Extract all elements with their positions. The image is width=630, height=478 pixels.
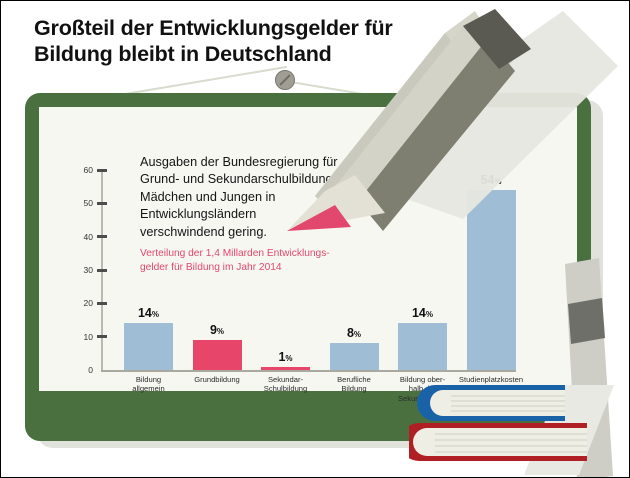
bars-layer: 14% 9% 1% 8% 14% 54% bbox=[39, 107, 577, 370]
hanger-string-left bbox=[125, 65, 288, 95]
bar-value-label: 14% bbox=[411, 306, 434, 321]
y-tick-mark bbox=[97, 268, 107, 272]
bar-group: 14% bbox=[124, 170, 173, 370]
bar-value-label: 1% bbox=[278, 349, 293, 364]
bar bbox=[261, 366, 310, 370]
bar bbox=[398, 323, 447, 370]
y-tick-label: 10 bbox=[83, 331, 93, 342]
page-title: Großteil der Entwicklungsgelder für Bild… bbox=[34, 16, 393, 66]
y-tick-label: 30 bbox=[83, 265, 93, 275]
y-tick-label: 60 bbox=[83, 165, 93, 175]
category-label: Berufliche Bildung bbox=[337, 375, 371, 394]
screw-knob-icon bbox=[275, 70, 295, 90]
y-tick-mark bbox=[97, 168, 107, 172]
y-tick-label: 40 bbox=[83, 231, 93, 242]
board-interior: Ausgaben der Bundesregierung für Grund- … bbox=[39, 107, 577, 403]
bar-chart: 0 10 20 30 40 50 60 14% 9% 1% 8% 14% 54% Bildung al… bbox=[39, 107, 577, 403]
bar bbox=[329, 343, 379, 370]
y-tick-label: 50 bbox=[83, 198, 93, 209]
bar bbox=[466, 190, 516, 370]
bar-group: 9% bbox=[192, 170, 242, 370]
x-axis-baseline bbox=[101, 370, 516, 372]
y-tick-mark bbox=[97, 301, 107, 305]
bar-value-label: 9% bbox=[209, 323, 225, 337]
bar-group: 54% bbox=[466, 170, 516, 370]
bar-value-label: 8% bbox=[346, 326, 362, 341]
category-label: Grundbildung bbox=[194, 375, 240, 384]
bar bbox=[124, 323, 173, 370]
category-label: Studienplatzkosten für ausl. Studenten i… bbox=[458, 375, 524, 403]
y-tick-mark bbox=[97, 201, 107, 205]
bar bbox=[192, 340, 242, 370]
y-tick-mark bbox=[97, 335, 107, 339]
chart-subtitle: Verteilung der 1,4 Millarden Entwicklung… bbox=[140, 248, 330, 273]
y-tick-label: 0 bbox=[88, 365, 93, 375]
category-label: Bildung ober- halb der Sekundarstufe bbox=[398, 375, 447, 403]
bar-group: 1% bbox=[261, 170, 310, 370]
bar-group: 14% bbox=[398, 170, 447, 370]
category-label: Sekundar- Schulbildung bbox=[263, 375, 308, 394]
y-tick-label: 20 bbox=[83, 298, 93, 309]
chalkboard-frame: *Studenten aus Entwicklungsländern in De… bbox=[25, 93, 591, 441]
category-label: Bildung allgemein bbox=[132, 375, 165, 394]
bar-value-label: 54% bbox=[480, 173, 502, 187]
bar-group: 8% bbox=[329, 170, 379, 370]
bar-value-label: 14% bbox=[137, 306, 160, 321]
y-tick-mark bbox=[97, 235, 107, 239]
